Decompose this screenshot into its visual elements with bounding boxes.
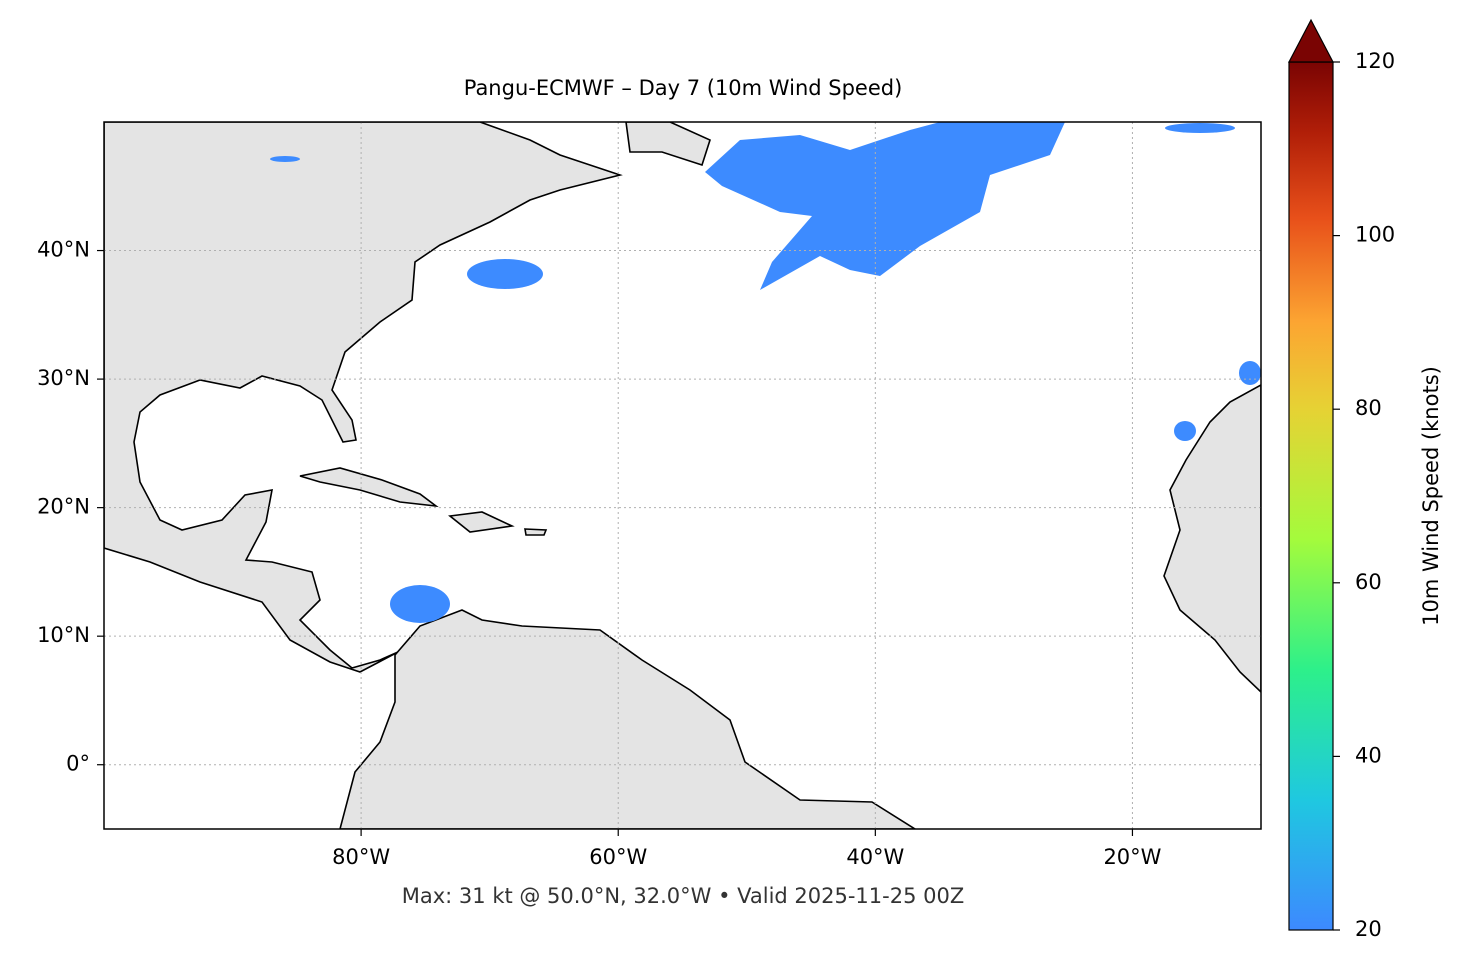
- africa: [1163, 384, 1261, 694]
- colorbar-tick-label: 100: [1355, 223, 1395, 247]
- wind-field: [270, 156, 300, 162]
- footer-note: Max: 31 kt @ 50.0°N, 32.0°W • Valid 2025…: [402, 884, 965, 908]
- wind-field: [390, 585, 450, 623]
- cuba: [299, 467, 439, 508]
- y-tick-label: 20°N: [37, 495, 90, 519]
- colorbar-tick-label: 80: [1355, 396, 1382, 420]
- map-area: [104, 122, 1261, 829]
- wind-field: [1239, 361, 1261, 385]
- colorbar: [1288, 61, 1334, 931]
- colorbar-tick-label: 20: [1355, 917, 1382, 941]
- newfoundland: [625, 122, 711, 167]
- chart-title: Pangu-ECMWF – Day 7 (10m Wind Speed): [464, 76, 903, 100]
- x-tick-label: 40°W: [846, 845, 904, 869]
- y-tick-label: 0°: [66, 752, 90, 776]
- x-tick-label: 60°W: [589, 845, 647, 869]
- puerto-rico: [524, 528, 548, 536]
- y-tick-label: 40°N: [37, 238, 90, 262]
- map-frame: [103, 121, 1262, 830]
- hispaniola: [448, 511, 515, 533]
- colorbar-tick-label: 60: [1355, 570, 1382, 594]
- x-tick-label: 80°W: [332, 845, 390, 869]
- colorbar-tick-label: 40: [1355, 743, 1382, 767]
- wind-field: [467, 259, 543, 289]
- y-tick-label: 30°N: [37, 366, 90, 390]
- colorbar-label: 10m Wind Speed (knots): [1419, 366, 1443, 626]
- colorbar-extend: [1288, 18, 1334, 63]
- wind-field: [705, 122, 1065, 290]
- x-tick-label: 20°W: [1103, 845, 1161, 869]
- wind-field: [1174, 421, 1196, 441]
- south-america: [339, 609, 917, 829]
- y-tick-label: 10°N: [37, 623, 90, 647]
- colorbar-tick-label: 120: [1355, 49, 1395, 73]
- wind-field: [1165, 123, 1235, 133]
